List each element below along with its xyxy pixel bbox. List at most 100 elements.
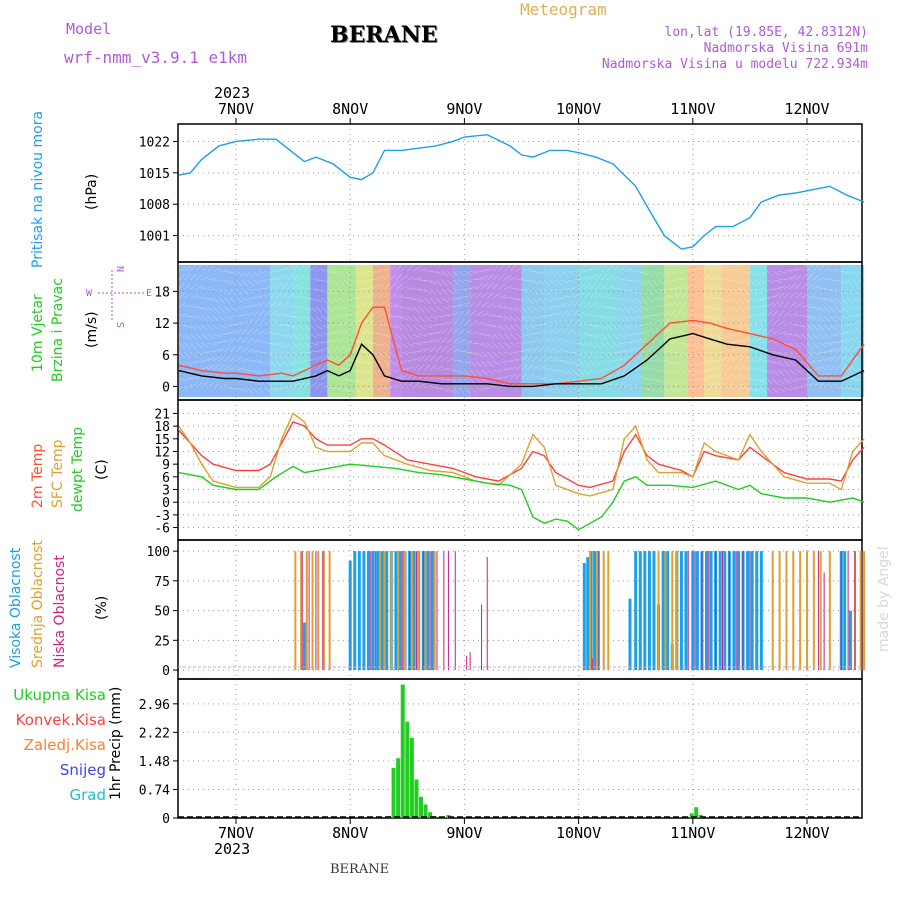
wind-barb — [441, 387, 449, 392]
wind-barb — [395, 382, 403, 389]
wind-barb — [584, 312, 592, 317]
wind-barb — [430, 315, 438, 320]
station-title: BERANE — [330, 22, 438, 48]
wind-barb — [315, 324, 323, 330]
wind-barb — [544, 321, 552, 326]
wind-barb — [692, 283, 699, 290]
wind-barb — [595, 384, 604, 389]
wind-barb — [789, 268, 798, 272]
wind-barb — [538, 366, 546, 371]
wind-barb — [235, 306, 244, 310]
wind-barb — [749, 314, 758, 317]
wind-barb — [646, 270, 654, 277]
wind-barb — [664, 279, 672, 284]
wind-barb — [532, 306, 540, 313]
wind-barb — [704, 382, 711, 389]
wind-barb — [218, 288, 226, 294]
bar — [385, 551, 389, 671]
wind-barb — [401, 315, 409, 321]
wind-barb — [646, 288, 654, 295]
y-tick-label: 6 — [162, 349, 170, 364]
wind-barb — [315, 288, 324, 293]
wind-barb — [184, 304, 193, 308]
wind-barb — [812, 306, 821, 310]
wind-barb — [355, 369, 363, 375]
wind-barb — [195, 333, 202, 340]
wind-barb — [652, 337, 659, 344]
wind-barb — [509, 306, 518, 312]
wind-barb — [270, 387, 278, 392]
wind-barb — [686, 351, 694, 358]
wind-barb — [532, 297, 539, 304]
wind-barb — [715, 297, 724, 301]
wind-barb — [378, 387, 387, 390]
wind-barb — [292, 315, 301, 320]
wind-barb — [195, 265, 202, 272]
bar — [723, 551, 727, 671]
wind-barb — [384, 302, 392, 308]
wind-barb — [401, 297, 410, 299]
wind-barb — [412, 382, 420, 389]
wind-barb — [401, 285, 410, 290]
wind-barb — [675, 285, 684, 290]
wind-barb — [241, 297, 250, 302]
y-tick-label: 18 — [154, 420, 170, 435]
wind-barb — [367, 360, 374, 367]
wind-barb — [578, 301, 585, 308]
wind-barb — [732, 288, 740, 294]
wind-barb — [207, 342, 216, 346]
wind-barb — [658, 288, 667, 293]
wind-barb — [212, 383, 220, 389]
wind-barb — [184, 283, 191, 290]
bar — [414, 779, 419, 818]
wind-barb — [178, 378, 187, 381]
wind-barb — [504, 342, 511, 349]
wind-barb — [732, 364, 739, 371]
wind-barb — [709, 315, 717, 321]
wind-barb — [510, 297, 518, 301]
legend-konvek-kisa: Konvek.Kisa — [15, 711, 106, 729]
wind-barb — [778, 351, 786, 356]
wind-barb — [784, 276, 792, 281]
wind-barb — [681, 387, 690, 391]
wind-barb — [407, 365, 415, 371]
wind-barb — [806, 324, 814, 331]
wind-barb — [327, 386, 336, 389]
wind-barb — [578, 360, 585, 367]
wind-barb — [378, 323, 387, 326]
wind-barb — [218, 355, 225, 362]
wind-barb — [521, 348, 529, 353]
wind-barb — [281, 333, 289, 338]
wind-barb — [738, 288, 745, 295]
wind-barb — [361, 294, 369, 299]
bar — [436, 551, 438, 671]
wind-barb — [612, 351, 621, 354]
bar — [652, 551, 656, 671]
wind-barb — [304, 315, 311, 322]
bar — [428, 812, 433, 818]
wind-barb — [572, 285, 581, 290]
wind-barb — [190, 342, 197, 349]
wind-barb — [829, 315, 836, 322]
wind-barb — [669, 329, 678, 335]
wind-barb — [424, 355, 431, 362]
wind-barb — [492, 293, 500, 299]
wind-barb — [452, 288, 461, 293]
year-bottom: 2023 — [214, 840, 251, 858]
wind-barb — [429, 364, 437, 371]
wind-barb — [407, 287, 416, 290]
wind-barb — [213, 268, 221, 272]
wind-barb — [298, 367, 307, 371]
wind-barb — [629, 347, 637, 353]
wind-barb — [207, 373, 214, 380]
wind-barb — [686, 312, 695, 317]
wind-barb — [749, 378, 758, 381]
bar — [695, 551, 699, 671]
wind-barb — [526, 355, 534, 362]
wind-barb — [264, 310, 271, 317]
wind-barb — [664, 310, 671, 317]
wind-barb — [190, 274, 197, 281]
wind-barb — [315, 333, 324, 337]
wind-barb — [567, 287, 576, 290]
wind-barb — [424, 279, 433, 283]
